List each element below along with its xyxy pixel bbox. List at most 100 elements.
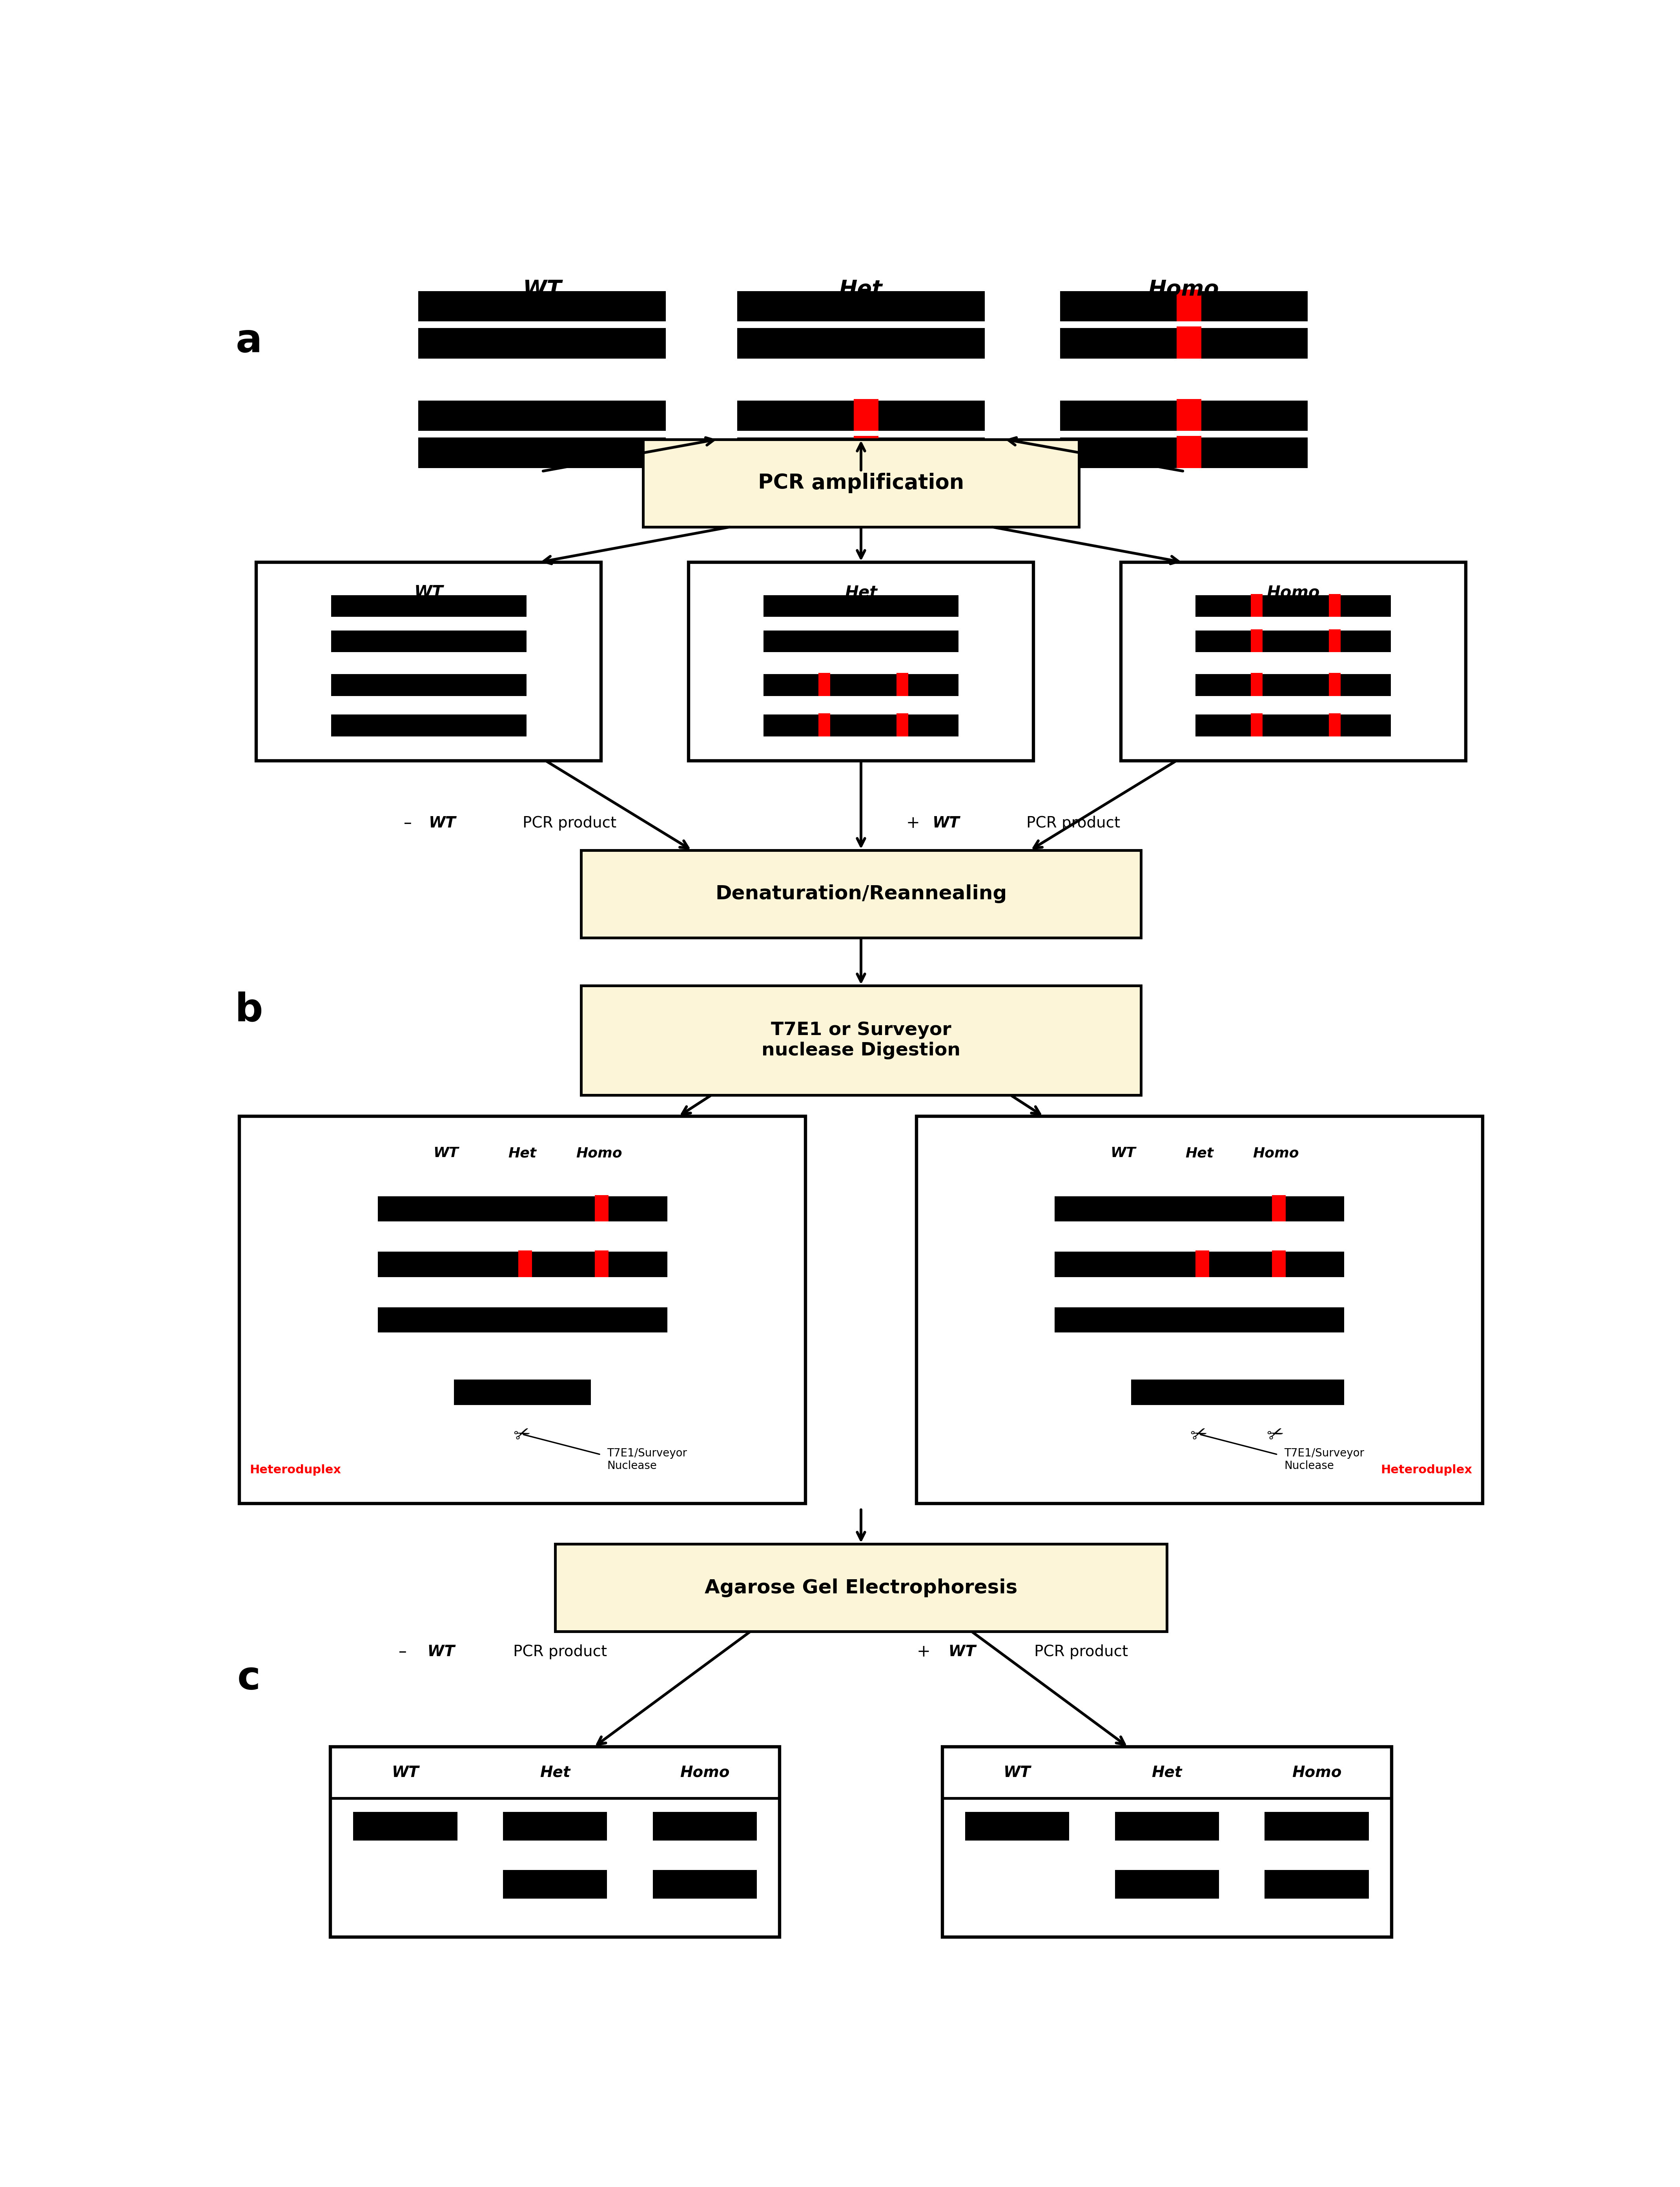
Text: Het: Het [1152, 1765, 1183, 1780]
Text: Het: Het [845, 584, 877, 601]
Bar [842, 674, 959, 695]
Bar [331, 1747, 780, 1938]
Bar [652, 1870, 758, 1898]
Text: WT: WT [433, 1146, 459, 1159]
Bar [1329, 674, 1341, 695]
Bar [1055, 1308, 1191, 1332]
Text: WT: WT [1110, 1146, 1136, 1159]
Text: WT: WT [415, 584, 444, 601]
Bar [378, 1251, 514, 1277]
Bar [763, 674, 880, 695]
Bar [1272, 1251, 1285, 1277]
Text: T7E1/Surveyor
Nuclease: T7E1/Surveyor Nuclease [1284, 1448, 1364, 1472]
Bar [1060, 328, 1307, 359]
Text: WT: WT [428, 816, 455, 831]
Text: +: + [917, 1642, 931, 1660]
Bar [1060, 291, 1307, 321]
Text: b: b [235, 991, 264, 1030]
Bar [738, 437, 984, 468]
Text: Het: Het [509, 1146, 536, 1159]
Bar [1273, 595, 1391, 617]
Bar [842, 595, 959, 617]
Bar [1273, 674, 1391, 695]
Bar [1272, 1194, 1285, 1223]
Bar [410, 595, 526, 617]
Bar [410, 630, 526, 652]
Bar [353, 1811, 457, 1841]
Text: T7E1/Surveyor
Nuclease: T7E1/Surveyor Nuclease [606, 1448, 687, 1472]
Bar [763, 595, 880, 617]
Bar [652, 1811, 758, 1841]
Bar [853, 398, 879, 431]
Bar [502, 1811, 606, 1841]
Bar [689, 562, 1033, 761]
Text: WT: WT [1003, 1765, 1032, 1780]
Bar [454, 1308, 591, 1332]
Bar [942, 1747, 1391, 1938]
Text: Het: Het [840, 278, 882, 300]
Bar [410, 715, 526, 737]
Bar [738, 328, 984, 359]
Bar [418, 328, 665, 359]
Text: ✂: ✂ [511, 1424, 534, 1446]
Bar [1196, 595, 1312, 617]
Bar [1055, 1251, 1191, 1277]
Bar [853, 435, 879, 468]
Bar [1250, 713, 1262, 737]
Bar [1273, 630, 1391, 652]
Bar [1131, 1380, 1268, 1404]
Bar [378, 1308, 514, 1332]
Bar [1329, 630, 1341, 652]
Bar [1196, 630, 1312, 652]
Text: WT: WT [942, 1645, 976, 1660]
Text: Heteroduplex: Heteroduplex [1381, 1463, 1472, 1476]
Bar [1055, 1196, 1191, 1223]
Bar [531, 1308, 667, 1332]
Bar [1196, 1251, 1210, 1277]
Text: WT: WT [391, 1765, 418, 1780]
Bar [818, 713, 830, 737]
Bar [1131, 1251, 1268, 1277]
Text: Homo: Homo [576, 1146, 622, 1159]
Bar [964, 1811, 1068, 1841]
Text: PCR product: PCR product [1026, 816, 1121, 831]
Bar [378, 1196, 514, 1223]
Bar [1208, 1251, 1344, 1277]
Bar [331, 595, 449, 617]
Bar [643, 440, 1079, 527]
Bar [257, 562, 601, 761]
Bar [418, 437, 665, 468]
Text: PCR product: PCR product [514, 1645, 606, 1660]
Text: WT: WT [932, 816, 959, 831]
Bar [1131, 1196, 1268, 1223]
Text: Homo: Homo [1267, 584, 1320, 601]
Bar [581, 851, 1141, 938]
Bar [331, 674, 449, 695]
Bar [519, 1251, 533, 1277]
Bar [1060, 437, 1307, 468]
Bar [1176, 435, 1201, 468]
Bar [897, 674, 909, 695]
Text: WT: WT [522, 278, 561, 300]
Bar [531, 1251, 667, 1277]
Bar [581, 986, 1141, 1096]
Text: +: + [906, 816, 921, 831]
Bar [1121, 562, 1465, 761]
Bar [818, 674, 830, 695]
Bar [595, 1194, 608, 1223]
Bar [1250, 674, 1262, 695]
Text: PCR product: PCR product [522, 816, 617, 831]
Text: c: c [237, 1660, 260, 1697]
Bar [1329, 595, 1341, 617]
Bar [454, 1196, 591, 1223]
Bar [763, 715, 880, 737]
Bar [595, 1251, 608, 1277]
Text: PCR amplification: PCR amplification [758, 472, 964, 494]
Bar [1131, 1308, 1268, 1332]
Text: a: a [235, 321, 262, 361]
Text: Homo: Homo [680, 1765, 729, 1780]
Text: Agarose Gel Electrophoresis: Agarose Gel Electrophoresis [704, 1579, 1018, 1597]
Bar [916, 1115, 1483, 1502]
Text: T7E1 or Surveyor
nuclease Digestion: T7E1 or Surveyor nuclease Digestion [761, 1021, 961, 1059]
Bar [418, 400, 665, 431]
